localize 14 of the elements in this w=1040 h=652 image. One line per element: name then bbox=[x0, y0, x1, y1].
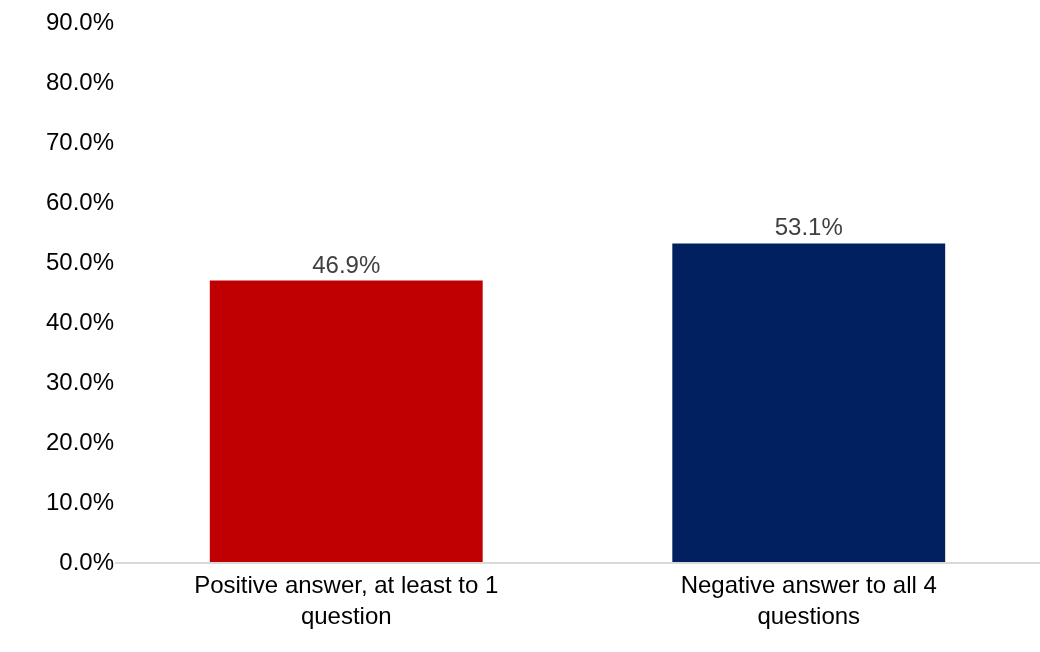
y-tick-label: 30.0% bbox=[45, 368, 114, 396]
y-tick-label: 80.0% bbox=[45, 68, 114, 96]
y-tick-label: 50.0% bbox=[45, 248, 114, 276]
y-tick-label: 0.0% bbox=[59, 548, 114, 576]
y-tick-label: 20.0% bbox=[45, 428, 114, 456]
y-tick-label: 60.0% bbox=[45, 188, 114, 216]
data-label: 53.1% bbox=[774, 213, 843, 241]
data-label: 46.9% bbox=[312, 250, 381, 278]
x-tick-label: Positive answer, at least to 1 question bbox=[194, 570, 499, 629]
y-tick-label: 10.0% bbox=[45, 488, 114, 516]
y-tick-label: 40.0% bbox=[45, 308, 114, 336]
y-tick-label: 70.0% bbox=[45, 128, 114, 156]
x-tick-label: Negative answer to all 4 questions bbox=[680, 570, 937, 629]
y-tick-label: 90.0% bbox=[45, 8, 114, 36]
